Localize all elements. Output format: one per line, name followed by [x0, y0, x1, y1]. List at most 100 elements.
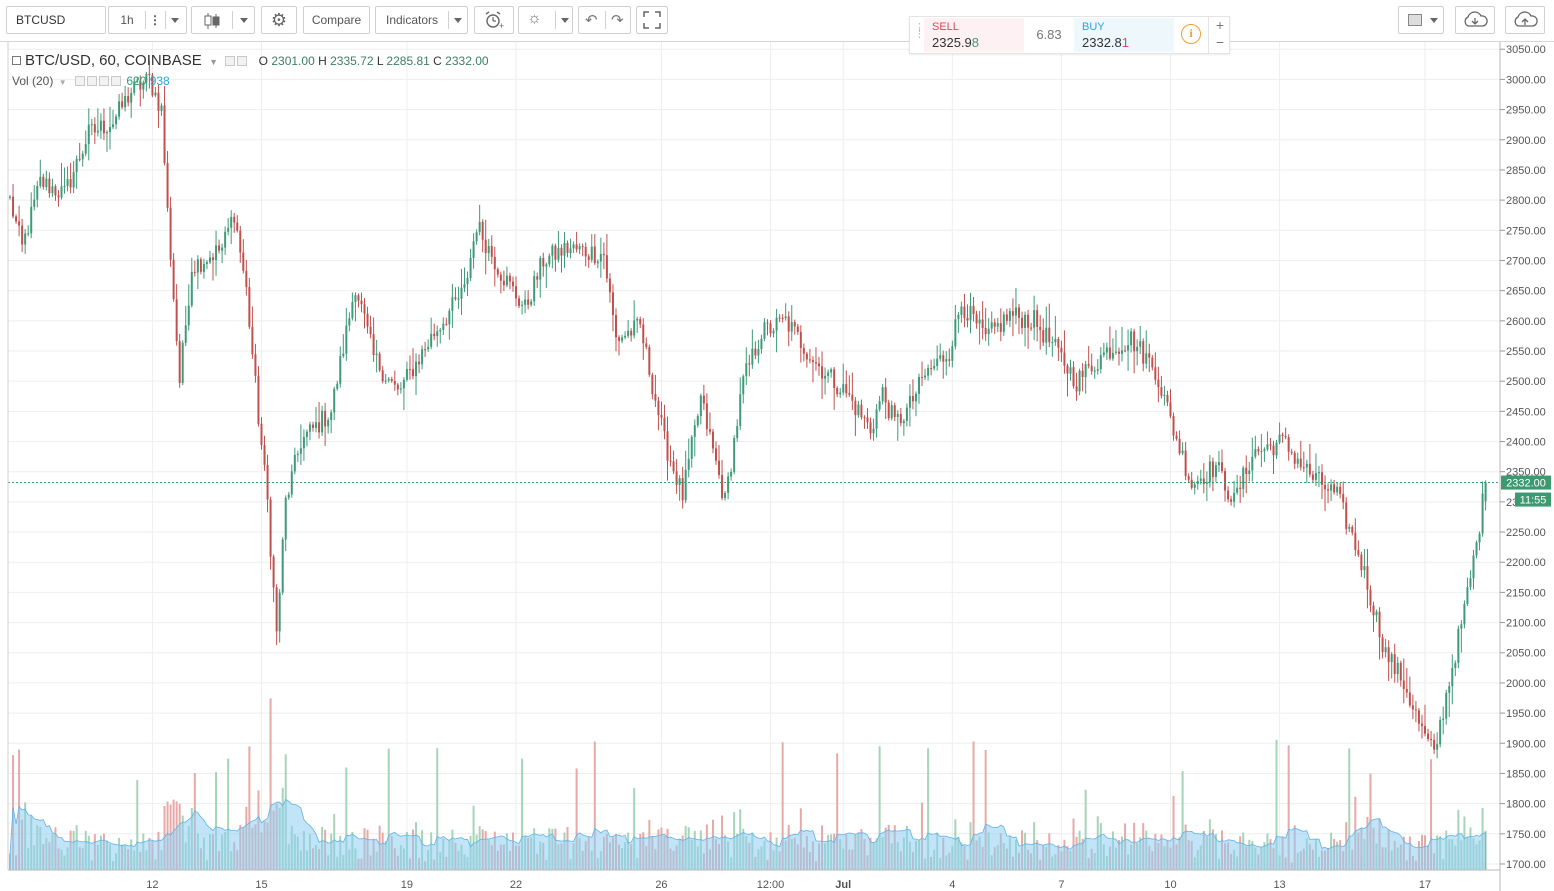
- interval-dropdown-caret[interactable]: [171, 18, 179, 23]
- candle-body: [1336, 486, 1339, 493]
- y-tick-label: 2800.00: [1506, 195, 1546, 207]
- indicators-button[interactable]: Indicators: [385, 13, 439, 27]
- candle-body: [724, 492, 727, 499]
- candle-body: [1202, 478, 1205, 484]
- candle-body: [548, 255, 551, 265]
- vol-close-icon[interactable]: [110, 76, 121, 86]
- candle-body: [1308, 463, 1311, 475]
- candle-body: [721, 474, 724, 499]
- time-axis: 12 15 19 22 26 12:00 Jul 4 7 10 13 17: [7, 42, 1500, 891]
- price-chart[interactable]: 3050.00 3000.00 2950.00 2900.00 2850.00 2800.…: [0, 42, 1554, 891]
- candle-body: [1039, 326, 1042, 331]
- candle-body: [1436, 744, 1439, 750]
- layout-caret[interactable]: [1430, 18, 1438, 23]
- symbol-input[interactable]: BTCUSD: [6, 6, 106, 34]
- candle-body: [799, 331, 802, 348]
- candle-body: [269, 499, 272, 557]
- candle-body: [969, 305, 972, 321]
- gear-icon: ⚙: [270, 9, 288, 30]
- o-label: O: [258, 54, 269, 68]
- volume-bar: [1287, 745, 1290, 870]
- vol-plus-icon[interactable]: [98, 76, 109, 86]
- buy-price-last: 1: [1121, 35, 1129, 50]
- x-tick-label: 7: [1058, 879, 1064, 891]
- candle-body: [1205, 482, 1208, 484]
- candle-body: [484, 239, 487, 254]
- candle-body: [312, 424, 314, 428]
- candle-body: [127, 96, 130, 103]
- x-tick-label: Jul: [835, 879, 851, 891]
- candle-body: [693, 425, 696, 437]
- drag-handle-icon[interactable]: ⋮ ⋮: [914, 22, 925, 40]
- chart-style-group: [191, 6, 255, 34]
- candle-body: [366, 313, 369, 327]
- indicators-group: Indicators: [375, 6, 468, 34]
- lightbulb-icon[interactable]: ☼: [527, 10, 542, 27]
- square-icon[interactable]: [1408, 14, 1422, 26]
- candle-body: [448, 310, 451, 325]
- candle-body: [1114, 351, 1117, 353]
- sell-button[interactable]: SELL 2325.98: [924, 18, 1024, 52]
- candle-body: [9, 196, 11, 198]
- vol-chevron-icon[interactable]: ▼: [58, 78, 67, 87]
- candle-body: [66, 179, 69, 187]
- candle-body: [430, 333, 433, 347]
- candle-body: [215, 245, 218, 260]
- undo-icon[interactable]: ↶: [585, 12, 598, 29]
- load-chart-button[interactable]: [1455, 6, 1495, 34]
- minus-button[interactable]: −: [1215, 34, 1225, 50]
- candle-body: [1057, 339, 1060, 348]
- x-tick-label: 19: [401, 879, 413, 891]
- candle-body: [624, 335, 627, 338]
- candle-body: [827, 372, 830, 376]
- buy-button[interactable]: BUY 2332.81: [1074, 18, 1174, 52]
- redo-icon[interactable]: ↷: [611, 12, 624, 29]
- save-chart-button[interactable]: [1505, 6, 1545, 34]
- fullscreen-button[interactable]: [636, 6, 668, 34]
- plus-button[interactable]: +: [1215, 17, 1225, 33]
- candle-body: [1124, 350, 1127, 352]
- candle-body: [124, 96, 127, 108]
- vol-settings-icon[interactable]: [86, 76, 97, 86]
- candle-body: [775, 317, 778, 331]
- settings-button[interactable]: ⚙: [261, 6, 297, 34]
- volume-bar: [436, 748, 439, 870]
- candle-body: [45, 178, 48, 188]
- ideas-caret[interactable]: [561, 18, 569, 23]
- settings-mini-icon[interactable]: [237, 56, 248, 66]
- candle-body: [1396, 662, 1399, 675]
- menu-dots-icon[interactable]: ⋮: [149, 13, 161, 27]
- compare-button[interactable]: Compare: [303, 6, 370, 34]
- candle-body: [281, 539, 284, 593]
- candle-body: [808, 359, 811, 361]
- interval-button[interactable]: 1h: [120, 13, 134, 27]
- candle-body: [1414, 709, 1417, 711]
- candle-body: [160, 105, 163, 111]
- candle-body: [866, 417, 869, 423]
- chart-style-caret[interactable]: [240, 18, 248, 23]
- candles-icon[interactable]: [203, 12, 221, 30]
- candle-body: [572, 244, 575, 249]
- candle-body: [1242, 467, 1245, 489]
- eye-icon[interactable]: [225, 56, 236, 66]
- candle-body: [166, 163, 169, 208]
- layout-group: [1398, 6, 1444, 34]
- volume-bar: [984, 749, 987, 870]
- candle-body: [660, 415, 663, 418]
- alert-button[interactable]: +: [474, 6, 514, 34]
- candle-body: [666, 431, 669, 461]
- candle-body: [118, 101, 121, 117]
- candle-body: [1217, 462, 1220, 466]
- volume-bar: [345, 767, 348, 870]
- candle-body: [1284, 435, 1287, 438]
- collapse-icon[interactable]: [12, 56, 21, 65]
- candle-body: [993, 322, 996, 327]
- vol-eye-icon[interactable]: [74, 76, 85, 86]
- indicators-caret[interactable]: [454, 18, 462, 23]
- sell-price: 2325.98: [932, 35, 979, 50]
- candle-body: [696, 416, 699, 426]
- chevron-down-icon[interactable]: ▼: [209, 57, 218, 67]
- info-icon[interactable]: i: [1181, 24, 1201, 44]
- candle-body: [342, 353, 345, 356]
- candle-body: [72, 172, 75, 188]
